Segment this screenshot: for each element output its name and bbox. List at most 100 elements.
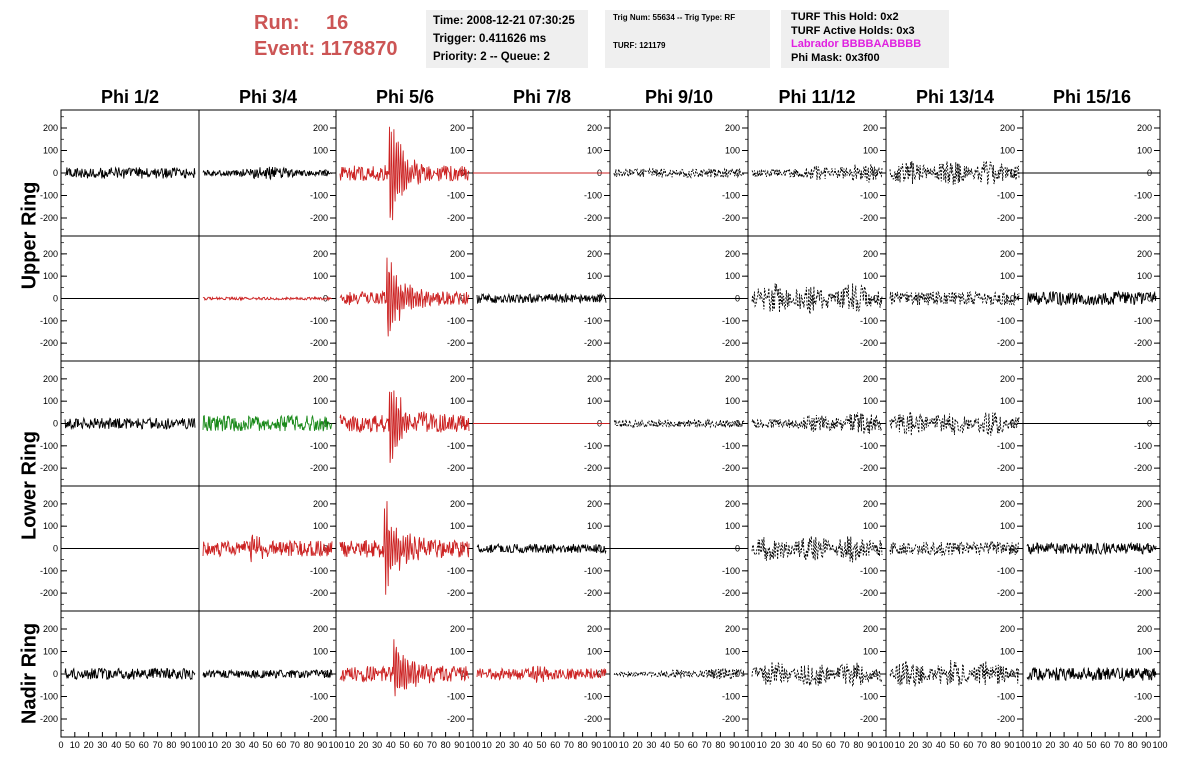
x-tick-label: 90 [867,740,877,750]
x-tick-label: 100 [1152,740,1167,750]
y-tick-label: -100 [997,566,1015,576]
waveform-trace [613,167,745,179]
x-tick-label: 100 [878,740,893,750]
y-tick-label: -100 [40,566,58,576]
y-tick-label: -200 [310,463,328,473]
waveform-trace [202,534,333,563]
y-tick-label: -100 [310,692,328,702]
y-tick-label: -200 [584,213,602,223]
event-value: 1178870 [320,38,398,60]
y-tick-label: 100 [43,647,58,657]
y-tick-label: 100 [863,521,878,531]
y-tick-label: 200 [863,499,878,509]
y-tick-label: 100 [587,146,602,156]
y-tick-label: -100 [447,566,465,576]
x-tick-label: 0 [58,740,63,750]
y-tick-label: 200 [863,249,878,259]
x-tick-label: 50 [1086,740,1096,750]
y-tick-label: 100 [587,271,602,281]
y-tick-label: -100 [40,316,58,326]
y-tick-label: 100 [313,146,328,156]
y-tick-label: 100 [863,396,878,406]
x-tick-label: 30 [784,740,794,750]
panel-r4-c7: 200 100 0 -100 -200 [885,485,1024,612]
trigger-text: Trigger: 0.411626 ms [433,33,547,45]
y-tick-label: -100 [447,316,465,326]
y-tick-label: 100 [43,396,58,406]
x-tick-label: 50 [674,740,684,750]
y-tick-label: -100 [1134,316,1152,326]
x-tick-label: 70 [702,740,712,750]
y-tick-label: -100 [722,191,740,201]
y-tick-label: 200 [43,624,58,634]
y-tick-label: 200 [43,374,58,384]
waveform-trace [889,411,1020,437]
y-tick-label: 200 [587,499,602,509]
x-tick-label: 60 [826,740,836,750]
y-tick-label: 200 [725,123,740,133]
y-tick-label: -100 [584,441,602,451]
column-header-2: Phi 3/4 [238,87,298,107]
y-tick-label: -200 [722,213,740,223]
y-tick-label: -200 [447,213,465,223]
y-tick-label: -100 [584,692,602,702]
y-tick-label: -100 [860,191,878,201]
y-tick-label: 0 [53,544,58,554]
y-tick-label: 100 [450,647,465,657]
x-tick-label: 30 [922,740,932,750]
y-tick-label: -100 [40,441,58,451]
waveform-trace [64,416,196,431]
x-tick-label: 100 [1015,740,1030,750]
panel-r2-c8: 200 100 0 -100 -200 [1022,235,1161,362]
turf-active-holds-text: TURF Active Holds: 0x3 [791,24,915,37]
waveform-trace [889,290,1020,306]
waveform-trace [476,292,607,305]
x-tick-label: 30 [97,740,107,750]
waveform-trace [339,501,470,595]
panel-r4-c8: 200 100 0 -100 -200 [1022,485,1161,612]
y-tick-label: 0 [53,294,58,304]
y-tick-label: -100 [1134,191,1152,201]
x-tick-label: 100 [328,740,343,750]
waveform-trace [1026,666,1157,682]
y-tick-label: -100 [997,191,1015,201]
y-tick-label: 200 [43,499,58,509]
y-tick-label: 0 [323,669,328,679]
x-tick-label: 10 [482,740,492,750]
y-tick-label: -200 [40,714,58,724]
column-header-8: Phi 15/16 [1052,87,1132,107]
y-tick-label: 200 [313,374,328,384]
y-tick-label: 100 [587,647,602,657]
panel-r2-c3: 200 100 0 -100 -200 [335,235,474,362]
y-tick-label: 0 [1010,294,1015,304]
x-tick-label: 30 [646,740,656,750]
panel-r3-c1: 200 100 0 -100 -200 [40,360,200,487]
y-tick-label: 200 [313,249,328,259]
y-tick-label: 200 [450,374,465,384]
x-tick-label: 10 [757,740,767,750]
waveform-trace [476,542,607,555]
y-tick-label: -100 [722,692,740,702]
y-tick-label: -200 [860,338,878,348]
y-tick-label: 200 [725,624,740,634]
y-tick-label: 200 [587,374,602,384]
y-tick-label: 100 [725,271,740,281]
y-tick-label: -200 [310,588,328,598]
y-tick-label: 200 [863,624,878,634]
y-tick-label: 0 [735,419,740,429]
y-tick-label: -100 [40,692,58,702]
y-tick-label: 200 [1137,374,1152,384]
waveform-trace [751,283,883,314]
y-tick-label: -100 [997,441,1015,451]
y-tick-label: -100 [722,316,740,326]
waveform-trace [1026,290,1157,306]
